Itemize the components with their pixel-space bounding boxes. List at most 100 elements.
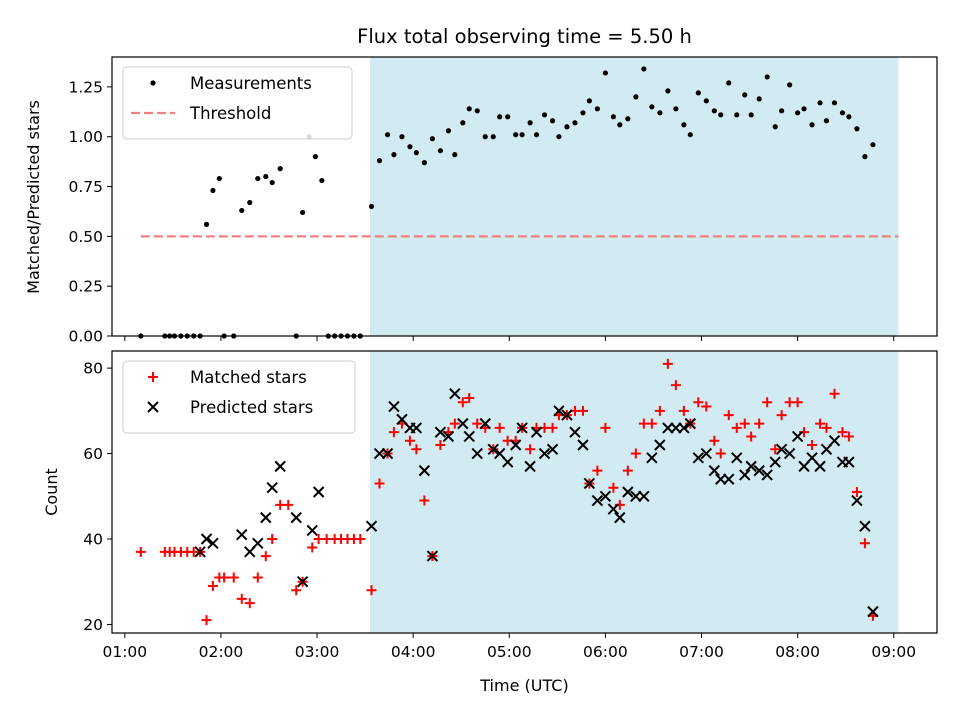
measurement-point [862, 154, 868, 160]
matched-star-point [776, 410, 787, 421]
matched-star-point [859, 538, 870, 549]
measurement-point [846, 114, 852, 120]
predicted-star-point [296, 576, 309, 588]
x-axis-label: Time (UTC) [479, 676, 568, 695]
predicted-star-point [538, 447, 551, 460]
measurement-point [549, 118, 556, 124]
predicted-star-point [487, 443, 499, 455]
legend-marker-predicted [147, 401, 159, 413]
predicted-star-point [599, 490, 612, 502]
matched-star-point [715, 448, 726, 459]
matched-star-point [608, 482, 619, 493]
matched-star-point [472, 418, 483, 429]
matched-star-point [244, 598, 255, 609]
measurement-point [466, 106, 472, 112]
predicted-star-point [546, 443, 559, 455]
predicted-star-point [509, 439, 522, 451]
predicted-star-point [418, 464, 431, 477]
legend-box [122, 66, 353, 140]
predicted-star-point [791, 430, 804, 443]
matched-star-point [267, 534, 278, 544]
x-tick-label: 04:00 [391, 643, 436, 661]
matched-star-point [678, 405, 689, 416]
predicted-star-point [463, 430, 475, 443]
predicted-star-point [851, 494, 863, 507]
measurement-point [649, 104, 655, 110]
matched-star-point [630, 448, 641, 459]
matched-star-point [525, 444, 536, 455]
measurement-point [452, 152, 458, 158]
predicted-star-point [553, 405, 565, 417]
legend-label: Matched stars [190, 368, 307, 387]
legend-label: Predicted stars [190, 398, 313, 417]
predicted-star-point [859, 520, 871, 532]
measurement-point [277, 166, 283, 172]
matched-star-point [739, 418, 750, 429]
predicted-star-point [381, 447, 394, 460]
measurement-point [787, 82, 793, 88]
measurement-point [809, 122, 815, 128]
count-axes-frame [111, 350, 938, 634]
measurement-point [429, 136, 435, 142]
measurement-point [445, 128, 452, 134]
matched-star-point [600, 422, 611, 433]
measurement-point [817, 100, 823, 106]
measurement-point [505, 114, 511, 120]
matched-star-point [388, 427, 399, 438]
measurement-point [641, 66, 647, 72]
predicted-star-point [739, 469, 751, 481]
measurement-point [823, 118, 830, 124]
legend-marker-measurements [150, 80, 156, 86]
matched-star-point [670, 380, 681, 391]
matched-star-point [464, 393, 475, 403]
matched-star-point [592, 465, 603, 476]
predicted-star-point [646, 452, 658, 464]
predicted-star-point [479, 417, 491, 430]
y-tick-label: 0.00 [68, 328, 103, 346]
matched-star-point [693, 397, 704, 408]
legend-box [122, 360, 356, 434]
measurement-point [460, 120, 466, 126]
predicted-star-point [731, 452, 743, 464]
measurement-point [772, 124, 778, 130]
matched-star-point [494, 422, 505, 433]
predicted-star-point [569, 426, 581, 438]
matched-star-point [654, 405, 665, 416]
y-tick-label: 0.50 [68, 228, 103, 246]
measurement-point [482, 134, 488, 140]
predicted-star-point [708, 464, 721, 477]
measurement-point [580, 110, 586, 116]
predicted-star-point [678, 422, 690, 434]
matched-star-point [792, 397, 803, 408]
measurement-point [497, 114, 503, 120]
measurement-point [572, 120, 578, 126]
measurement-point [610, 114, 617, 120]
measurement-point [748, 112, 754, 118]
predicted-star-point [622, 486, 634, 498]
predicted-star-point [194, 546, 206, 558]
predicted-star-point [843, 456, 855, 468]
measurement-point [413, 150, 419, 156]
measurement-point [764, 74, 770, 80]
measurement-point [437, 148, 443, 154]
measurement-point [718, 112, 724, 118]
ratio-panel: 0.00 0.25 0.50 0.75 1.00 1.25 Flux total obse… [24, 25, 938, 346]
measurement-point [726, 80, 732, 86]
measurement-point [839, 110, 846, 116]
measurement-point [831, 100, 838, 106]
measurement-point [695, 90, 701, 96]
predicted-star-point [200, 533, 213, 545]
matched-star-point [770, 444, 781, 455]
y-tick-label: 80 [83, 360, 103, 378]
matched-star-point [228, 572, 239, 583]
matched-star-point [307, 542, 318, 553]
measurement-point [687, 132, 693, 138]
matched-star-point [646, 418, 657, 429]
measurement-point [657, 110, 663, 116]
predicted-star-point [591, 494, 604, 507]
x-tick-label: 08:00 [775, 643, 820, 661]
measurement-point [527, 120, 533, 126]
matched-star-point [837, 427, 848, 438]
